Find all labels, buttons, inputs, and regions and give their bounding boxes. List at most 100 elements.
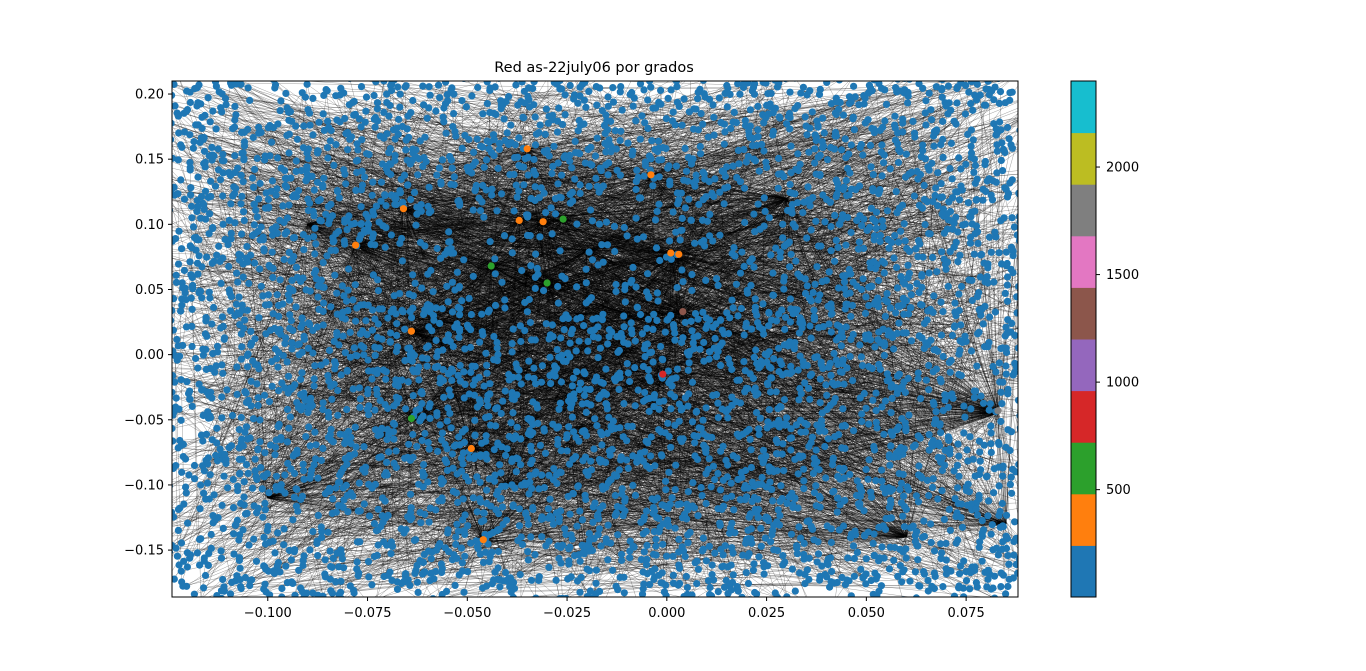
node-point: [213, 424, 221, 432]
node-point: [419, 82, 427, 90]
node-point: [863, 226, 871, 234]
node-point: [961, 110, 970, 118]
node-point: [685, 108, 694, 116]
node-point: [478, 328, 486, 336]
node-point: [861, 532, 869, 540]
node-point: [356, 403, 364, 412]
node-point: [890, 556, 898, 564]
node-point: [536, 233, 544, 241]
node-point: [356, 301, 365, 309]
node-point: [474, 83, 482, 92]
node-point: [352, 443, 360, 451]
node-point: [1013, 231, 1018, 239]
node-point: [362, 317, 370, 325]
node-point: [461, 552, 469, 560]
node-point: [440, 393, 448, 401]
node-point: [712, 275, 721, 283]
node-point: [632, 117, 640, 125]
node-point: [705, 95, 714, 103]
node-point: [531, 196, 539, 205]
node-point: [346, 328, 354, 336]
node-point: [743, 286, 751, 294]
node-point: [740, 81, 748, 88]
node-point: [513, 193, 521, 201]
node-point: [662, 486, 670, 494]
node-point: [423, 114, 431, 122]
node-point: [188, 282, 196, 290]
node-point: [390, 292, 398, 300]
node-point: [419, 558, 427, 567]
node-point: [1001, 289, 1009, 297]
node-point: [484, 308, 492, 316]
node-point: [409, 96, 417, 105]
node-point: [683, 583, 692, 592]
node-point: [750, 353, 758, 361]
node-point: [897, 227, 905, 235]
node-point: [1004, 390, 1012, 398]
node-point: [494, 547, 502, 556]
node-point: [451, 581, 459, 590]
node-point: [825, 320, 833, 328]
node-point: [255, 195, 263, 203]
node-point: [305, 319, 313, 327]
node-point: [581, 453, 590, 461]
node-point: [237, 330, 245, 338]
node-point: [860, 507, 868, 515]
node-point: [939, 135, 947, 143]
node-point: [251, 335, 259, 343]
node-point: [496, 461, 504, 469]
node-point: [507, 121, 515, 129]
node-point: [633, 235, 641, 243]
node-point: [546, 353, 554, 361]
node-point: [482, 582, 491, 590]
y-tick-label: 0.00: [135, 348, 164, 363]
node-point: [452, 489, 460, 497]
node-point: [213, 439, 221, 447]
hub-node-point: [479, 536, 487, 544]
node-point: [178, 245, 186, 253]
colorbar-segment: [1071, 184, 1096, 237]
node-point: [594, 531, 602, 539]
node-point: [947, 217, 955, 225]
node-point: [867, 493, 876, 501]
node-point: [632, 185, 640, 194]
node-point: [934, 169, 942, 177]
node-point: [174, 156, 182, 164]
node-point: [237, 251, 245, 259]
node-point: [547, 204, 555, 212]
node-point: [442, 81, 450, 86]
node-point: [612, 509, 621, 517]
node-point: [966, 233, 975, 241]
node-point: [320, 283, 328, 291]
node-point: [787, 425, 795, 433]
node-point: [840, 285, 849, 293]
node-point: [473, 135, 481, 143]
node-point: [535, 485, 543, 493]
node-point: [905, 411, 913, 419]
node-point: [217, 104, 225, 112]
node-point: [607, 148, 615, 156]
node-point: [282, 183, 291, 191]
node-point: [172, 352, 179, 360]
node-point: [231, 219, 239, 227]
node-point: [531, 551, 539, 559]
node-point: [283, 131, 291, 140]
node-point: [415, 480, 423, 488]
node-point: [669, 108, 677, 116]
node-point: [924, 576, 932, 585]
node-point: [724, 84, 732, 92]
node-point: [675, 196, 683, 204]
node-point: [997, 344, 1005, 353]
node-point: [207, 544, 215, 553]
node-point: [207, 192, 215, 201]
node-point: [984, 512, 992, 520]
node-point: [765, 406, 774, 414]
node-point: [933, 440, 942, 448]
node-point: [300, 467, 308, 475]
node-point: [235, 556, 243, 565]
node-point: [592, 566, 601, 574]
node-point: [983, 472, 991, 480]
node-point: [582, 299, 590, 307]
node-point: [550, 369, 558, 377]
node-point: [624, 369, 632, 377]
